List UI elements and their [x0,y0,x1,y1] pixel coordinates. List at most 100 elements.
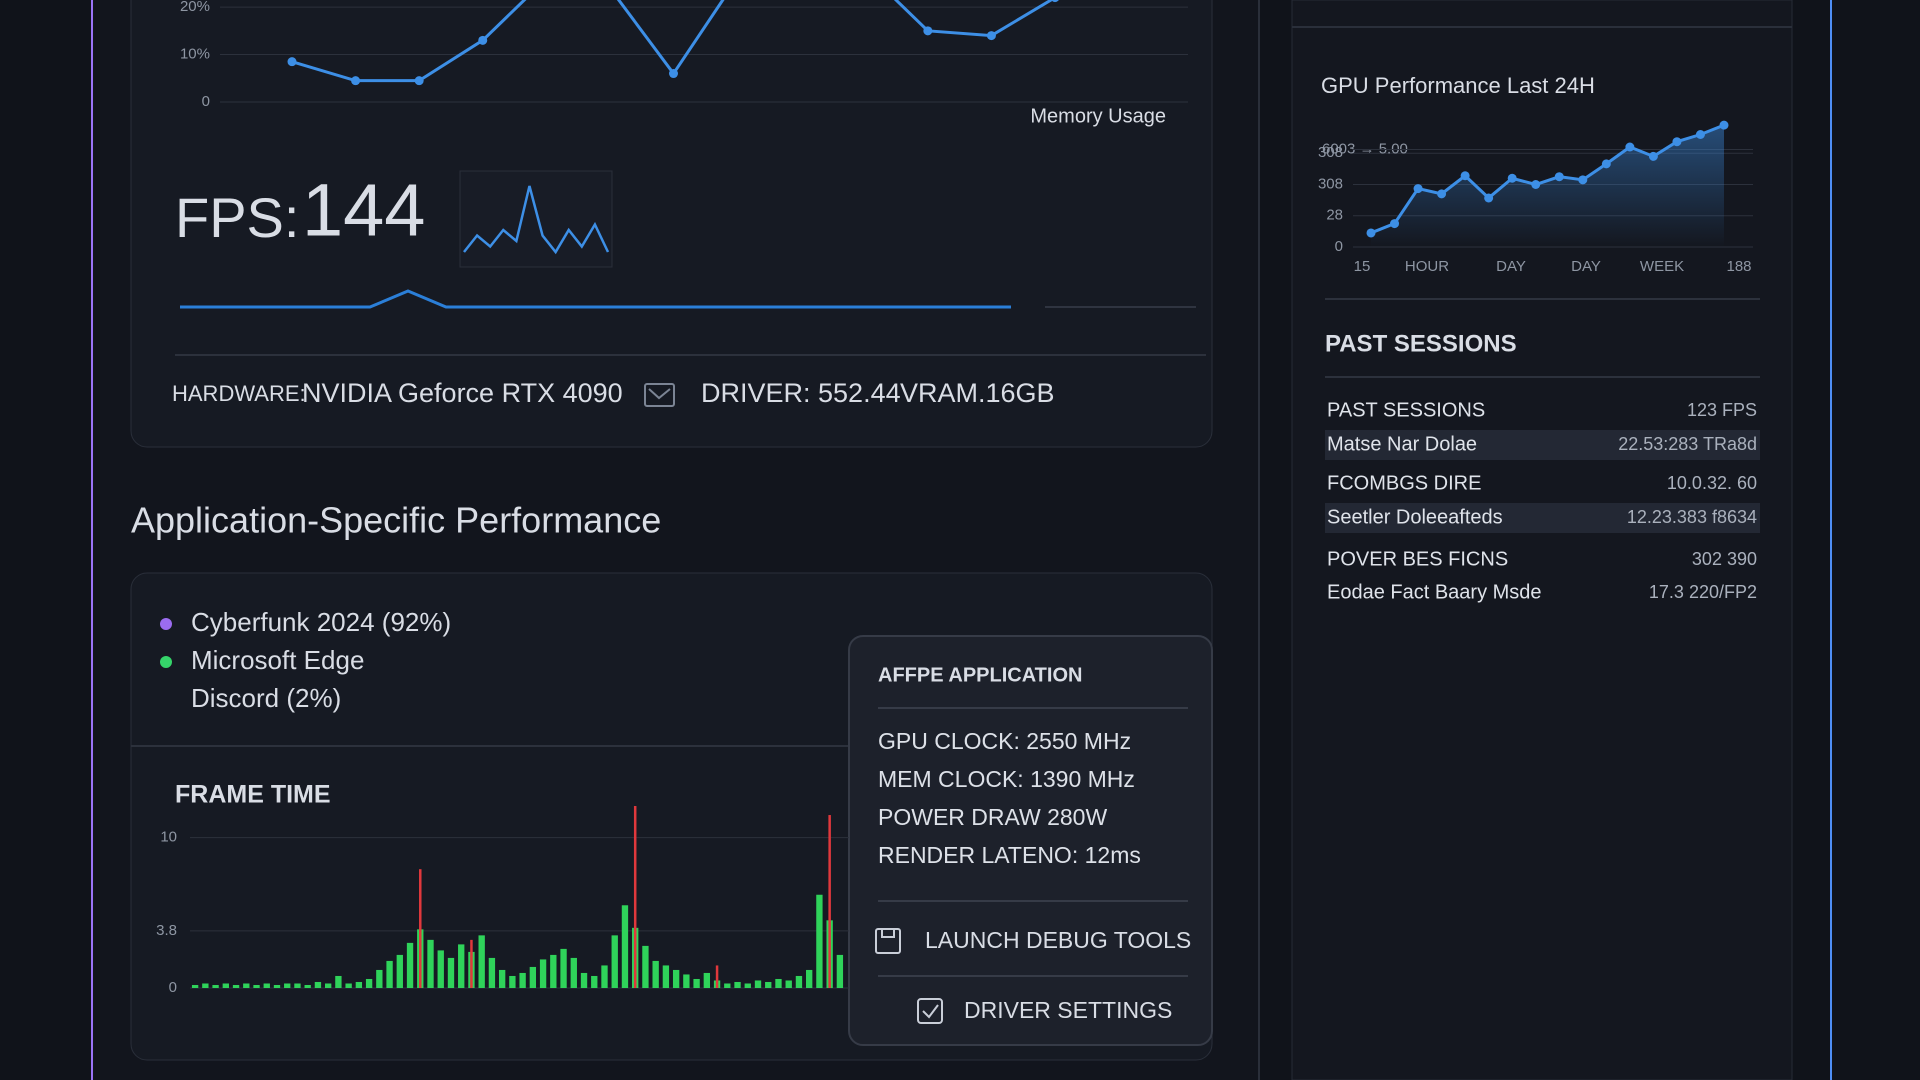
bar [765,981,772,988]
bar [191,984,199,988]
x-tick-label: HOUR [1405,258,1449,275]
bar [754,980,762,988]
chart-label: Memory Usage [1030,105,1166,127]
button-label[interactable]: LAUNCH DEBUG TOOLS [925,927,1191,953]
row-value: 22.53:283 TRa8d [1618,434,1757,454]
bar [693,978,700,988]
bar [498,969,506,988]
stat: GPU CLOCK: 2550 MHz [878,728,1131,754]
progress-line [180,289,1011,309]
icon [648,388,671,400]
point [1531,180,1541,189]
y-tick-label: 3.8 [156,922,177,939]
bar [550,954,557,988]
row-label: Eodae Fact Baary Msde [1327,581,1542,603]
bar [284,983,291,988]
bar [611,935,618,988]
bar [703,972,711,988]
bar [253,984,260,988]
row-label: FCOMBGS DIRE [1327,472,1481,494]
legend-dot [160,618,172,630]
y-tick-label: 0 [202,93,210,110]
row-value: 10.0.32. 60 [1667,473,1757,493]
bar [724,983,731,988]
x-tick-label: WEEK [1640,258,1684,275]
bar [509,975,516,988]
vram: VRAM.16GB [900,378,1055,408]
bar [806,969,813,988]
bar [419,869,422,988]
driver-settings-button[interactable]: DRIVER SETTINGS [917,997,1172,1024]
bar [519,972,526,988]
sparkline [463,185,610,255]
stat: MEM CLOCK: 1390 MHz [878,766,1135,792]
bar [580,972,588,988]
point [1390,219,1400,229]
bar [715,965,719,988]
point [478,35,488,45]
bar [570,957,577,988]
overview-card [130,0,1213,448]
bar [447,957,455,988]
bar [212,984,219,988]
bar [652,960,659,988]
bar [488,957,496,988]
point [1460,171,1470,181]
popup-title: AFFPE APPLICATION [878,664,1082,686]
bar [560,948,567,988]
point [986,31,996,41]
stat: RENDER LATENO: 12ms [878,842,1141,868]
bar [304,984,311,988]
point [1625,142,1635,152]
bar [376,969,383,988]
y-tick-label: 0 [169,979,177,996]
bar [202,983,209,988]
bar [591,975,598,988]
y-tick-label: 308 [1318,144,1343,161]
sparkline-box [459,170,613,268]
fps-label: FPS: [175,186,299,249]
x-tick-label: 188 [1726,258,1751,275]
point [1695,130,1705,139]
bar [324,983,332,988]
bar [621,905,629,988]
row-label: Seetler Doleeafteds [1327,506,1503,528]
point [287,57,297,67]
section-title: PAST SESSIONS [1325,330,1517,357]
x-tick-label: 15 [1354,258,1371,275]
bar [744,983,751,988]
section-title: Application-Specific Performance [131,500,661,541]
bar [795,975,803,988]
bar [294,983,301,988]
bar [396,954,403,988]
bar [314,981,322,988]
y-tick-label: 10 [160,829,177,846]
bar [836,954,844,988]
row-value: 123 FPS [1687,400,1757,420]
point [1366,228,1376,238]
bar [335,975,342,988]
launch-debug-button[interactable]: LAUNCH DEBUG TOOLS [875,927,1191,954]
row-highlight [1325,503,1760,533]
fps-value: 144 [302,169,425,252]
row-highlight [1325,430,1760,460]
bar [355,981,363,988]
bar [662,965,670,988]
point [414,76,424,86]
bar [672,969,680,988]
area [1371,125,1724,247]
y-tick-label: 10% [180,46,210,63]
button-label[interactable]: DRIVER SETTINGS [964,997,1172,1023]
bar [478,935,485,988]
legend-dot [160,656,172,668]
row-value: 12.23.383 f8634 [1627,507,1757,527]
bar [529,966,537,988]
icon [644,383,675,407]
point [1554,172,1564,182]
point [669,69,678,79]
driver: DRIVER: 552.44 [701,378,901,408]
point [1578,175,1588,185]
hardware-label: HARDWARE: [172,381,306,406]
point [1648,151,1658,161]
bar [406,942,414,988]
